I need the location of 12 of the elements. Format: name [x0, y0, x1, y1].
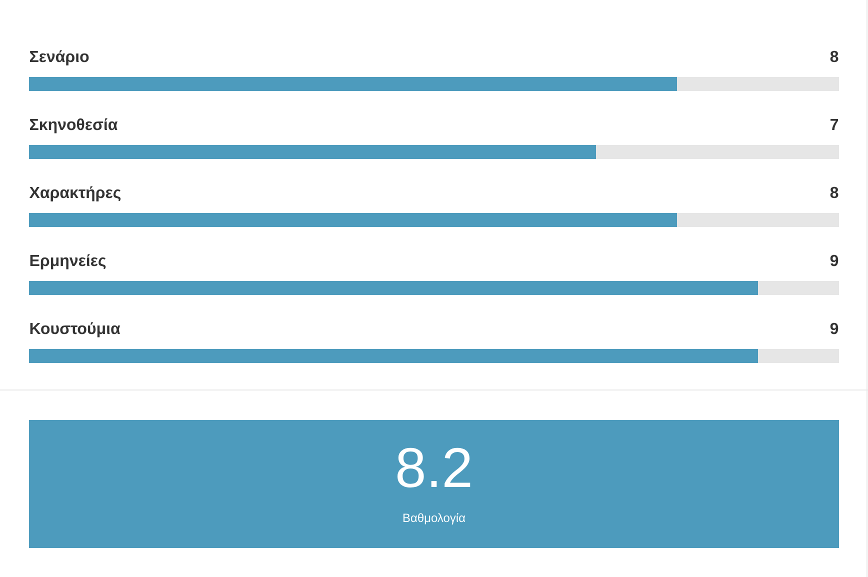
text: 8.2	[398, 448, 470, 488]
data-label: 9	[830, 254, 838, 266]
y-tick-label: Κουστούμια	[30, 322, 120, 338]
data-label: 9	[830, 322, 838, 334]
y-tick-label: Χαρακτήρες	[29, 186, 121, 202]
data-label: 7	[830, 118, 838, 130]
data-label: 8	[830, 50, 838, 62]
text: Βαθμολογία	[403, 512, 466, 524]
y-tick-label: Σκηνοθεσία	[30, 118, 118, 134]
y-tick-label: Ερμηνείες	[30, 254, 106, 270]
data-label: 8	[830, 186, 838, 198]
y-tick-label: Σενάριο	[30, 50, 89, 66]
